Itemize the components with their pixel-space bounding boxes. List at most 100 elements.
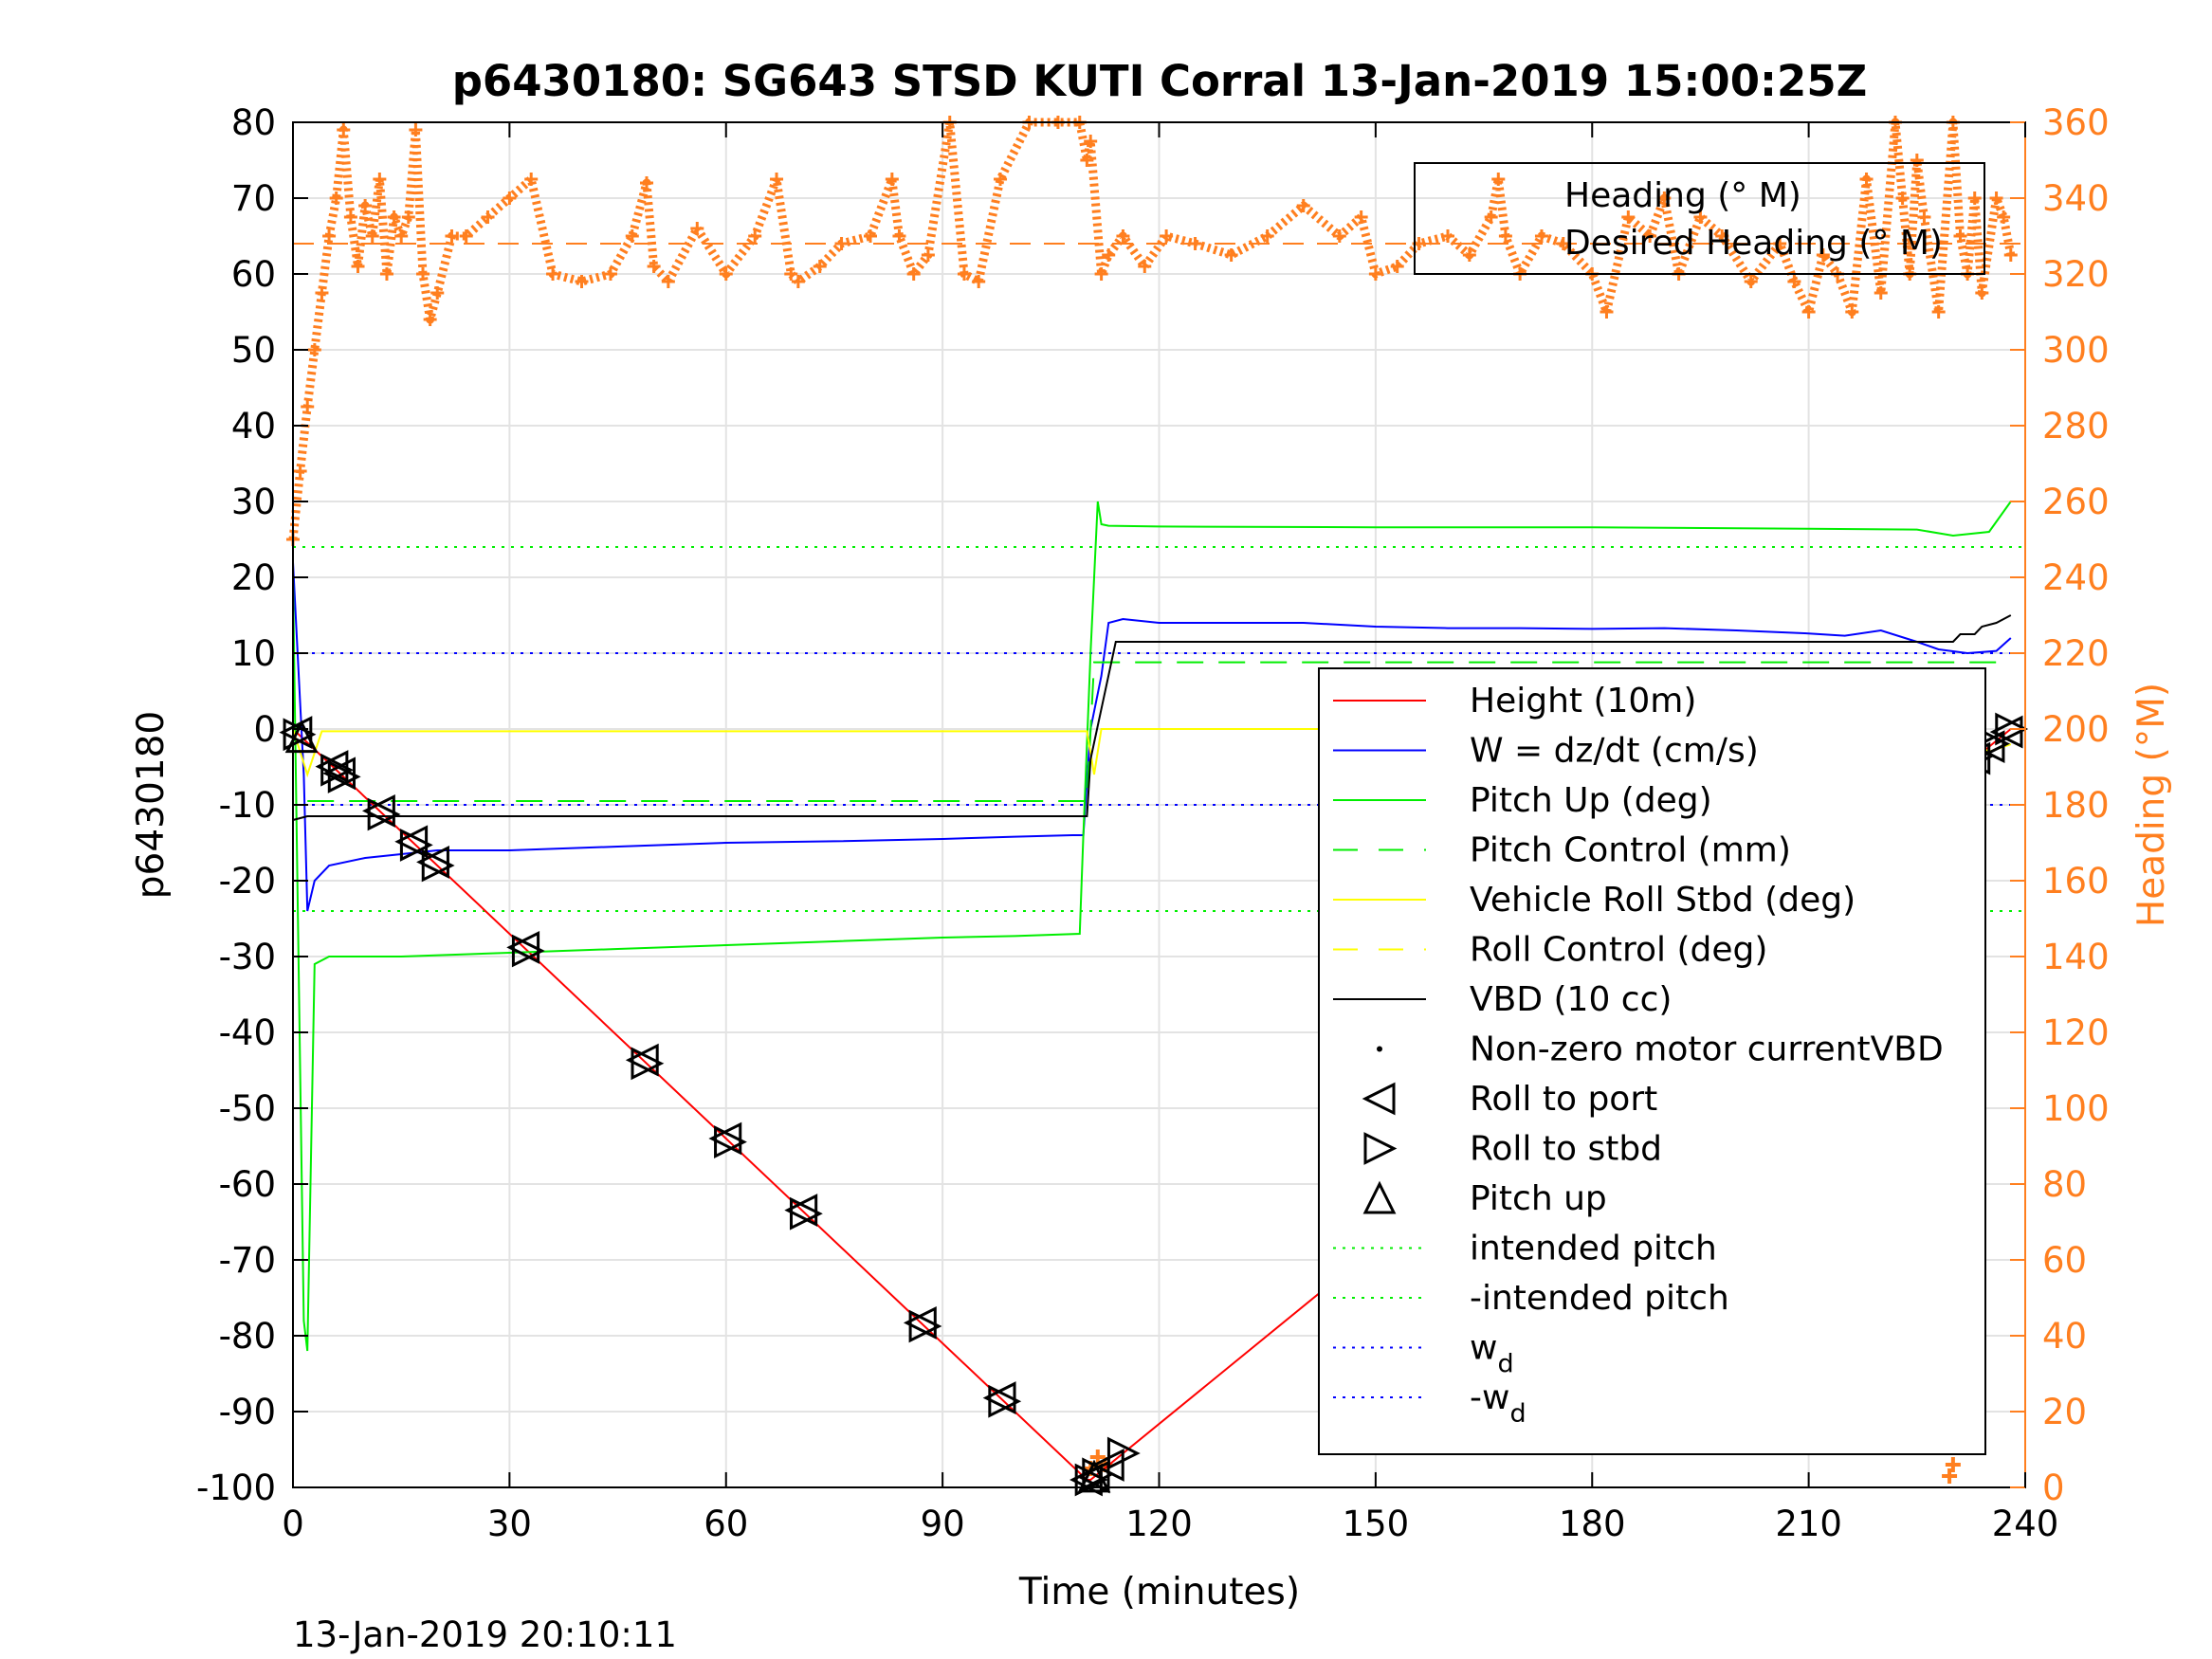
pitch-up-marker	[1077, 1459, 1111, 1493]
heading-point	[329, 191, 343, 205]
legend-main-box	[1318, 667, 1986, 1455]
legend-entry-subscript: d	[1509, 1399, 1526, 1429]
legend-entry-label: intended pitch	[1470, 1230, 1717, 1268]
heading-point	[445, 229, 459, 243]
legend-sample-dot	[1377, 1046, 1382, 1052]
heading-point	[459, 229, 473, 243]
left-y-tick-label: 40	[231, 406, 276, 447]
x-tick-label: 60	[704, 1504, 748, 1544]
legend-sample-roll-stbd	[1363, 1132, 1398, 1165]
heading-point	[409, 123, 423, 137]
heading-point	[1816, 248, 1830, 262]
x-tick-label: 120	[1125, 1504, 1193, 1544]
right-y-tick-label: 140	[2042, 937, 2110, 977]
legend-entry-label: wd	[1470, 1329, 1514, 1379]
roll-to-port-marker	[322, 757, 356, 791]
heading-point	[892, 229, 906, 243]
heading-point	[387, 210, 401, 224]
x-axis: 0 30 60 90 120 150 180 210 240	[282, 122, 2058, 1544]
heading-point	[1138, 260, 1152, 273]
roll-to-port-marker	[315, 750, 349, 784]
heading-point	[813, 260, 827, 273]
heading-point	[322, 229, 337, 243]
heading-point	[1441, 229, 1454, 243]
roll-to-stbd-marker	[908, 1309, 942, 1343]
legend-entry-text: -w	[1470, 1378, 1509, 1417]
heading-point	[1084, 135, 1098, 148]
heading-point	[1600, 305, 1614, 319]
left-y-tick-label: -60	[219, 1164, 276, 1205]
legend-heading-entry-desired: Desired Heading (° M)	[1564, 224, 1943, 263]
heading-point	[791, 275, 805, 288]
heading-point	[394, 229, 409, 243]
legend-entry-label: -wd	[1470, 1378, 1526, 1429]
right-y-tick-label: 260	[2042, 482, 2110, 522]
heading-point	[1332, 229, 1346, 243]
heading-spike-point	[1945, 1457, 1961, 1472]
legend-main: Height (10m) W = dz/dt (cm/s) Pitch Up (de…	[1318, 667, 1986, 1455]
x-tick-label: 30	[487, 1504, 532, 1544]
heading-point	[1744, 275, 1758, 288]
heading-point	[401, 210, 415, 224]
heading-point	[1997, 210, 2011, 224]
heading-point	[1657, 191, 1672, 205]
heading-point	[423, 313, 437, 326]
right-y-tick-label: 280	[2042, 406, 2110, 447]
heading-point	[1787, 275, 1801, 288]
x-axis-label: Time (minutes)	[1018, 1571, 1300, 1613]
right-y-tick-label: 340	[2042, 178, 2110, 219]
legend-entry-label: -intended pitch	[1470, 1279, 1729, 1318]
legend-entry-subscript: d	[1497, 1350, 1513, 1379]
heading-point	[1556, 237, 1570, 250]
heading-point	[640, 176, 654, 190]
heading-point	[885, 173, 899, 186]
legend-entry-label: Roll to port	[1470, 1080, 1657, 1119]
legend-entry-text: Roll to port	[1470, 1080, 1657, 1119]
roll-to-port-marker	[708, 1121, 742, 1156]
roll-to-port-marker	[982, 1381, 1016, 1415]
heading-point	[1354, 210, 1368, 224]
heading-point	[1390, 260, 1404, 273]
x-tick-label: 210	[1775, 1504, 1842, 1544]
heading-point	[770, 173, 784, 186]
roll-to-stbd-marker	[327, 759, 361, 793]
legend-heading-box	[1414, 162, 1985, 275]
legend-entry-text: Roll to stbd	[1470, 1130, 1662, 1169]
left-y-tick-label: -10	[219, 785, 276, 826]
heading-point	[1621, 210, 1636, 224]
heading-point	[1643, 229, 1657, 243]
legend-entry-label: VBD (10 cc)	[1470, 980, 1672, 1019]
heading-point	[1116, 229, 1130, 243]
heading-line	[288, 118, 2016, 540]
legend-entry-label: Height (10m)	[1470, 682, 1696, 720]
roll-to-stbd-marker	[399, 828, 433, 862]
heading-point	[1895, 191, 1910, 205]
roll-to-port-marker	[784, 1194, 818, 1228]
heading-point	[625, 229, 639, 243]
left-y-tick-label: -90	[219, 1392, 276, 1432]
right-y-tick-label: 240	[2042, 557, 2110, 598]
legend-entry-text: Roll Control (deg)	[1470, 931, 1767, 970]
left-y-tick-label: -70	[219, 1240, 276, 1281]
heading-point	[1368, 267, 1382, 281]
left-y-tick-label: 0	[253, 709, 276, 750]
roll-to-port-marker	[625, 1043, 659, 1077]
legend-entry-label: Pitch Control (mm)	[1470, 831, 1791, 870]
roll-to-stbd-marker	[789, 1196, 823, 1231]
left-y-tick-label: 60	[231, 254, 276, 295]
timestamp-footer: 13-Jan-2019 20:10:11	[293, 1614, 677, 1655]
legend-heading: Heading (° M) Desired Heading (° M)	[1414, 162, 1985, 275]
series-line-pitch-control-mm	[307, 661, 2011, 802]
legend-entry-text: W = dz/dt (cm/s)	[1470, 732, 1759, 771]
legend-entry-label: Non-zero motor currentVBD	[1470, 1030, 1944, 1069]
series-line-pitch-up-deg	[292, 501, 2012, 1352]
heading-point	[906, 267, 921, 281]
heading-point	[690, 222, 704, 235]
roll-to-stbd-marker	[1106, 1436, 1141, 1470]
right-y-tick-label: 360	[2042, 102, 2110, 143]
left-y-tick-label: 20	[231, 557, 276, 598]
heading-point	[315, 286, 329, 300]
legend-sample-roll-port	[1362, 1082, 1396, 1116]
x-tick-label: 180	[1559, 1504, 1626, 1544]
left-y-axis-label: p6430180	[130, 711, 173, 899]
